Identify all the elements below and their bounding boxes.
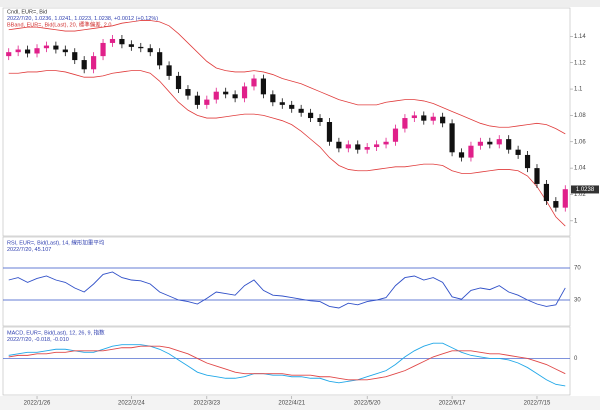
indicator-line [8,345,566,381]
y-tick-label: 1.1 [574,87,583,93]
y-tick-label: 1.06 [574,139,586,145]
bollinger-band [8,70,566,227]
x-tick-label: 2022/6/17 [439,401,466,407]
candle-body [34,48,40,54]
macd-panel [2,326,571,396]
candle-body [289,104,295,109]
candle-body [279,102,285,105]
candle-body [147,48,153,53]
candle-body [345,144,351,149]
candle-body [487,141,493,145]
candle-body [175,75,182,90]
panel-header: Cndl, EUR=, Bid [7,9,47,15]
candle-body [91,56,97,70]
candle-body [326,122,333,142]
candle-body [477,141,483,146]
candle-body [138,46,144,49]
y-tick-label: 1 [574,218,578,224]
candle-body [62,49,68,53]
candle-body [440,116,446,124]
candle-body [119,38,125,45]
candle-body [204,99,210,105]
last-price-box [571,185,599,194]
x-tick-label: 2022/7/15 [524,401,551,407]
candle-body [260,78,267,95]
candle-body [53,45,59,50]
candle-body [128,44,134,47]
candle-body [515,149,521,155]
candle-body [317,118,323,122]
candle-body [15,49,21,53]
candle-body [524,154,531,169]
candle-body [421,115,427,121]
candle-body [100,42,106,57]
bollinger-band [8,20,566,135]
candle-body [270,94,276,103]
candle-body [534,168,540,184]
candle-body [24,49,31,54]
panel-header: 2022/7/20, -0.018, -0.010 [7,337,69,343]
candle-body [81,60,87,70]
panel-header: RSI, EUR=, Bid(Last), 14, 線形加重平均 [7,238,105,246]
date-axis [0,396,600,410]
candle-body [430,116,436,121]
candle-body [232,94,238,99]
candle-body [374,144,380,148]
candle-body [298,108,304,113]
indicator-line [8,271,566,309]
y-tick-label: 1.08 [574,113,586,119]
panel-header: 2022/7/20, 1.0236, 1.0241, 1.0223, 1.023… [7,16,158,22]
candle-body [223,91,229,95]
candle-body [496,139,502,145]
last-price-label: 1.0238 [576,187,595,193]
candle-body [336,141,342,149]
candle-body [194,95,200,105]
panel-header: MACD, EUR=, Bid(Last), 12, 26, 9, 指数 [7,328,105,336]
candle-body [166,65,172,76]
panel-header: 2022/7/20, 45.107 [7,247,51,253]
y-tick-label: 0 [574,356,578,362]
candle-body [157,52,163,66]
candle-body [402,118,408,129]
y-tick-label: 1.02 [574,192,586,198]
y-tick-label: 30 [574,298,581,304]
top-strip [0,0,600,7]
x-tick-label: 2022/3/23 [193,401,220,407]
candle-body [392,128,399,142]
candle-body [449,123,455,153]
candle-body [307,112,314,119]
candle-body [6,52,12,57]
indicator-line [8,342,566,387]
candle-body [458,152,465,158]
candle-body [506,139,512,150]
y-tick-label: 1.12 [574,60,586,66]
x-tick-label: 2022/2/24 [118,401,145,407]
candle-body [364,147,370,150]
candle-body [562,189,568,208]
price-panel [2,7,571,237]
candle-body [251,78,257,87]
y-tick-label: 70 [574,266,581,272]
candle-body [72,52,78,61]
x-tick-label: 2022/5/20 [354,401,381,407]
candle-body [185,89,191,96]
panel-header: BBand, EUR=, Bid(Last), 20, 標準偏差, 2.0 [7,20,111,28]
candle-body [109,38,116,43]
y-tick-label: 1.14 [574,34,586,40]
candle-body [213,91,219,100]
candle-body [355,144,361,150]
x-tick-label: 2022/1/26 [24,401,51,407]
candle-body [553,201,559,208]
y-tick-label: 1.04 [574,166,586,172]
rsi-panel [2,236,571,327]
x-tick-label: 2022/4/21 [278,401,305,407]
candle-body [383,141,389,145]
candle-body [411,115,417,119]
candle-body [241,86,248,99]
candle-body [543,183,550,202]
candle-body [43,45,50,49]
candle-body [468,145,474,158]
